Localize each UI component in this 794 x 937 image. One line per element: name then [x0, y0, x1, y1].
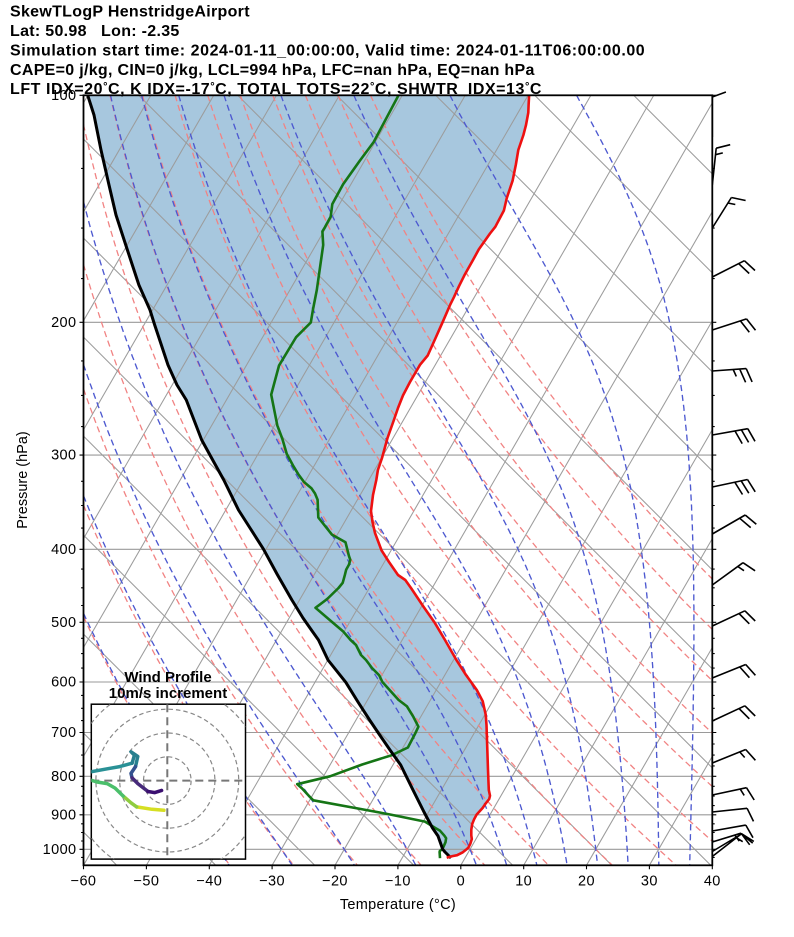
svg-text:−30: −30	[259, 873, 285, 889]
svg-text:1000: 1000	[43, 842, 77, 858]
svg-text:40: 40	[704, 873, 721, 889]
svg-text:10m/s increment: 10m/s increment	[109, 685, 227, 702]
svg-text:500: 500	[51, 615, 76, 631]
svg-text:−40: −40	[196, 873, 222, 889]
svg-text:10: 10	[515, 873, 532, 889]
svg-text:−50: −50	[134, 873, 160, 889]
svg-text:−20: −20	[322, 873, 348, 889]
svg-text:Temperature (°C): Temperature (°C)	[340, 897, 456, 913]
svg-text:20: 20	[578, 873, 595, 889]
svg-text:Simulation start time: 2024-01: Simulation start time: 2024-01-11_00:00:…	[10, 42, 645, 59]
svg-text:Lat: 50.98 Lon: -2.35: Lat: 50.98 Lon: -2.35	[10, 23, 180, 40]
svg-text:200: 200	[51, 315, 76, 331]
svg-text:Pressure (hPa): Pressure (hPa)	[15, 431, 31, 529]
svg-text:SkewTLogP HenstridgeAirport: SkewTLogP HenstridgeAirport	[10, 4, 250, 21]
svg-text:Wind Profile: Wind Profile	[124, 669, 211, 686]
svg-text:−10: −10	[385, 873, 411, 889]
svg-text:300: 300	[51, 448, 76, 464]
svg-text:−60: −60	[71, 873, 97, 889]
svg-text:100: 100	[51, 88, 76, 104]
svg-text:CAPE=0 j/kg, CIN=0 j/kg, LCL=9: CAPE=0 j/kg, CIN=0 j/kg, LCL=994 hPa, LF…	[10, 62, 535, 79]
svg-text:900: 900	[51, 807, 76, 823]
svg-text:700: 700	[51, 725, 76, 741]
svg-text:600: 600	[51, 675, 76, 691]
svg-text:800: 800	[51, 769, 76, 785]
svg-text:30: 30	[641, 873, 658, 889]
svg-text:0: 0	[457, 873, 465, 889]
svg-text:400: 400	[51, 542, 76, 558]
svg-text:LFT IDX=20°C, K IDX=-17°C, TOT: LFT IDX=20°C, K IDX=-17°C, TOTAL TOTS=22…	[10, 81, 542, 98]
